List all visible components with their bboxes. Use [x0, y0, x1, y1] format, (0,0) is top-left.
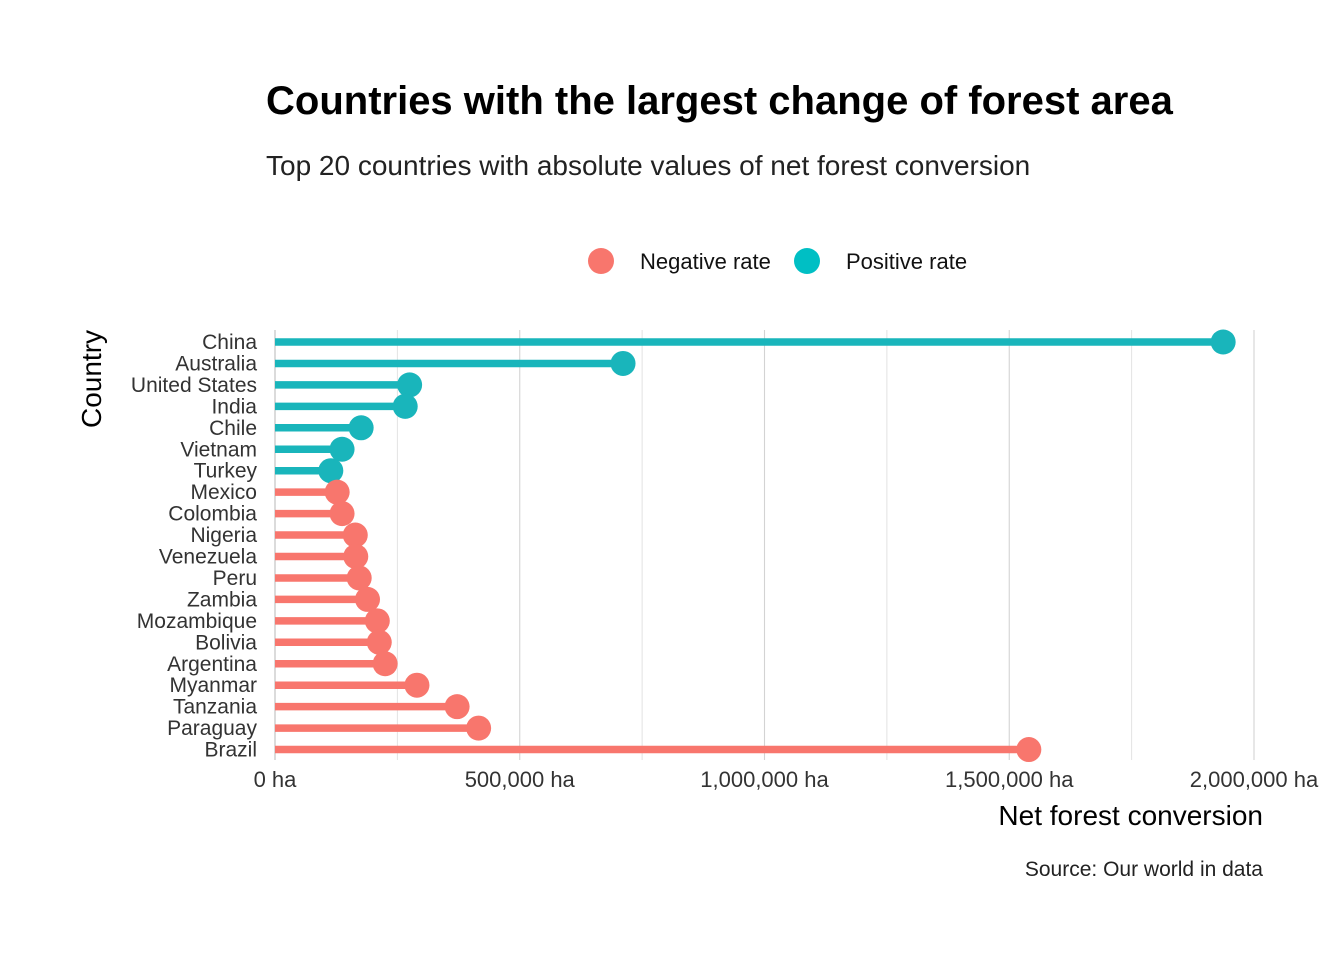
lollipop-dot: [1210, 329, 1236, 355]
y-tick-label: Vietnam: [180, 438, 257, 461]
x-axis-title: Net forest conversion: [998, 800, 1263, 831]
x-tick-label: 500,000 ha: [465, 767, 576, 792]
lollipop-dot: [342, 522, 368, 548]
lollipop-dot: [355, 586, 381, 612]
x-tick-label: 1,000,000 ha: [700, 767, 829, 792]
lollipop-stems: [275, 338, 1224, 754]
y-axis-title: Country: [76, 330, 107, 428]
x-tick-label: 2,000,000 ha: [1190, 767, 1319, 792]
lollipop-dot: [343, 544, 369, 569]
y-tick-label: Turkey: [194, 460, 258, 483]
legend: Negative rate Positive rate: [588, 248, 967, 274]
lollipop-dot: [346, 565, 372, 591]
lollipop-dot: [329, 501, 355, 527]
lollipop-dot: [397, 372, 423, 398]
y-tick-label: China: [202, 331, 257, 354]
lollipop-dot: [366, 629, 392, 655]
lollipop-dot: [610, 350, 636, 376]
legend-label: Negative rate: [640, 249, 771, 274]
y-tick-label: Australia: [175, 352, 257, 375]
y-tick-label: Peru: [213, 567, 257, 590]
lollipop-dot: [324, 479, 350, 505]
y-tick-label: Myanmar: [169, 674, 257, 697]
lollipop-dot: [329, 436, 355, 462]
lollipop-dot: [372, 651, 398, 677]
lollipop-dot: [364, 608, 390, 634]
lollipop-dots: [318, 329, 1236, 763]
chart-title: Countries with the largest change of for…: [266, 79, 1174, 123]
x-tick-labels: 0 ha 500,000 ha 1,000,000 ha 1,500,000 ha 2,…: [254, 767, 1319, 792]
lollipop-dot: [318, 458, 344, 484]
legend-swatch: [588, 248, 614, 274]
y-tick-label: Bolivia: [195, 631, 257, 654]
lollipop-dot: [466, 715, 492, 741]
y-tick-label: Tanzania: [173, 696, 257, 719]
legend-swatch: [794, 248, 820, 274]
y-tick-label: Chile: [209, 417, 257, 440]
y-tick-label: Nigeria: [190, 524, 257, 547]
y-tick-label: United States: [131, 374, 257, 397]
y-tick-label: India: [211, 395, 257, 418]
y-tick-label: Paraguay: [167, 717, 257, 740]
lollipop-dot: [348, 415, 374, 441]
lollipop-dot: [392, 393, 418, 419]
y-tick-label: Colombia: [168, 503, 257, 526]
legend-label: Positive rate: [846, 249, 967, 274]
y-tick-label: Venezuela: [159, 546, 257, 569]
y-tick-label: Zambia: [187, 588, 257, 611]
source-caption: Source: Our world in data: [1025, 858, 1263, 881]
lollipop-dot: [444, 694, 470, 720]
y-tick-label: Argentina: [167, 653, 257, 676]
y-tick-label: Brazil: [204, 739, 257, 762]
lollipop-dot: [404, 672, 430, 698]
y-tick-label: Mozambique: [137, 610, 257, 633]
lollipop-dot: [1016, 737, 1042, 763]
y-tick-label: Mexico: [190, 481, 257, 504]
x-tick-label: 1,500,000 ha: [945, 767, 1074, 792]
chart-subtitle: Top 20 countries with absolute values of…: [266, 150, 1030, 181]
x-tick-label: 0 ha: [254, 767, 298, 792]
